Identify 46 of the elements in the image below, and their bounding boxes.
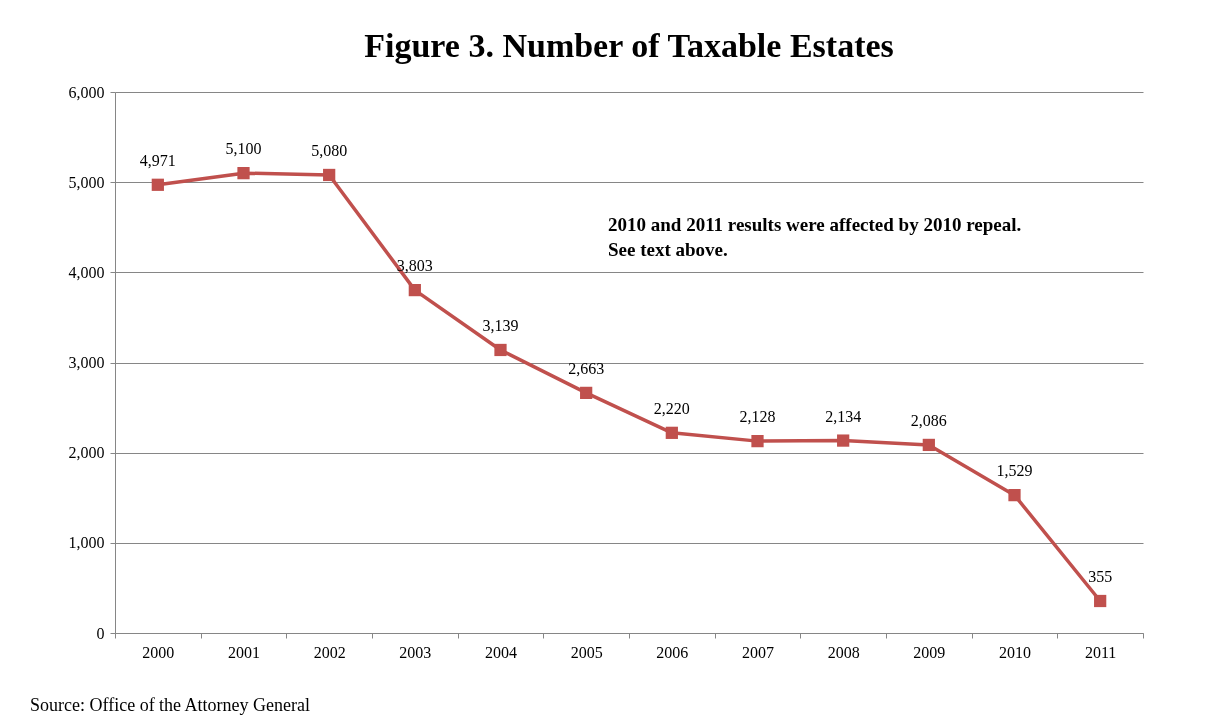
point (494, 343, 507, 357)
point (580, 386, 593, 400)
data-label: 2,220 (653, 399, 690, 417)
data-label: 4,971 (139, 151, 176, 169)
x-tick-label: 2010 (999, 643, 1031, 661)
data-label: 2,134 (825, 407, 862, 425)
point (1094, 594, 1107, 608)
chart-title: Figure 3. Number of Taxable Estates (364, 27, 894, 64)
data-label: 2,086 (910, 411, 947, 429)
x-tick-label: 2003 (399, 643, 432, 661)
y-tick-label: 0 (96, 624, 105, 642)
point (751, 435, 764, 448)
y-tick-label: 6,000 (68, 83, 105, 101)
point (151, 178, 164, 191)
point (922, 438, 935, 452)
x-tick-label: 2008 (827, 643, 860, 661)
y-tick-label: 3,000 (68, 354, 105, 371)
x-tick-label: 2002 (313, 643, 346, 661)
y-tick-label: 4,000 (68, 263, 105, 281)
annotation: 2010 and 2011 results were affected by 2010 repeal. See text above. (608, 213, 1022, 262)
y-tick-label: 2,000 (68, 444, 105, 462)
x-tick-label: 2005 (570, 643, 603, 661)
y-tick-label: 1,000 (68, 534, 105, 552)
y-tick-label: 5,000 (68, 173, 105, 191)
x-tick-label: 2004 (485, 643, 517, 661)
data-label: 2,128 (739, 408, 776, 426)
point (237, 167, 250, 180)
x-tick-label: 2011 (1084, 643, 1117, 661)
x-tick-label: 2006 (656, 643, 689, 661)
x-tick-label: 2009 (913, 643, 946, 661)
point (323, 168, 336, 182)
x-tick-label: 2000 (142, 643, 175, 661)
point (408, 283, 421, 297)
data-label: 355 (1088, 567, 1113, 585)
data-label: 1,529 (996, 462, 1033, 480)
x-tick-label: 2007 (742, 643, 774, 661)
data-label: 5,100 (225, 140, 262, 158)
x-tick-label: 2001 (228, 643, 260, 661)
data-label: 3,803 (396, 257, 433, 275)
source-note: Source: Office of the Attorney General (30, 695, 311, 716)
data-label: 5,080 (311, 141, 348, 159)
point (665, 426, 678, 439)
data-label: 2,663 (568, 359, 605, 377)
data-label: 3,139 (482, 316, 519, 334)
point (1008, 489, 1021, 502)
point (837, 434, 850, 447)
